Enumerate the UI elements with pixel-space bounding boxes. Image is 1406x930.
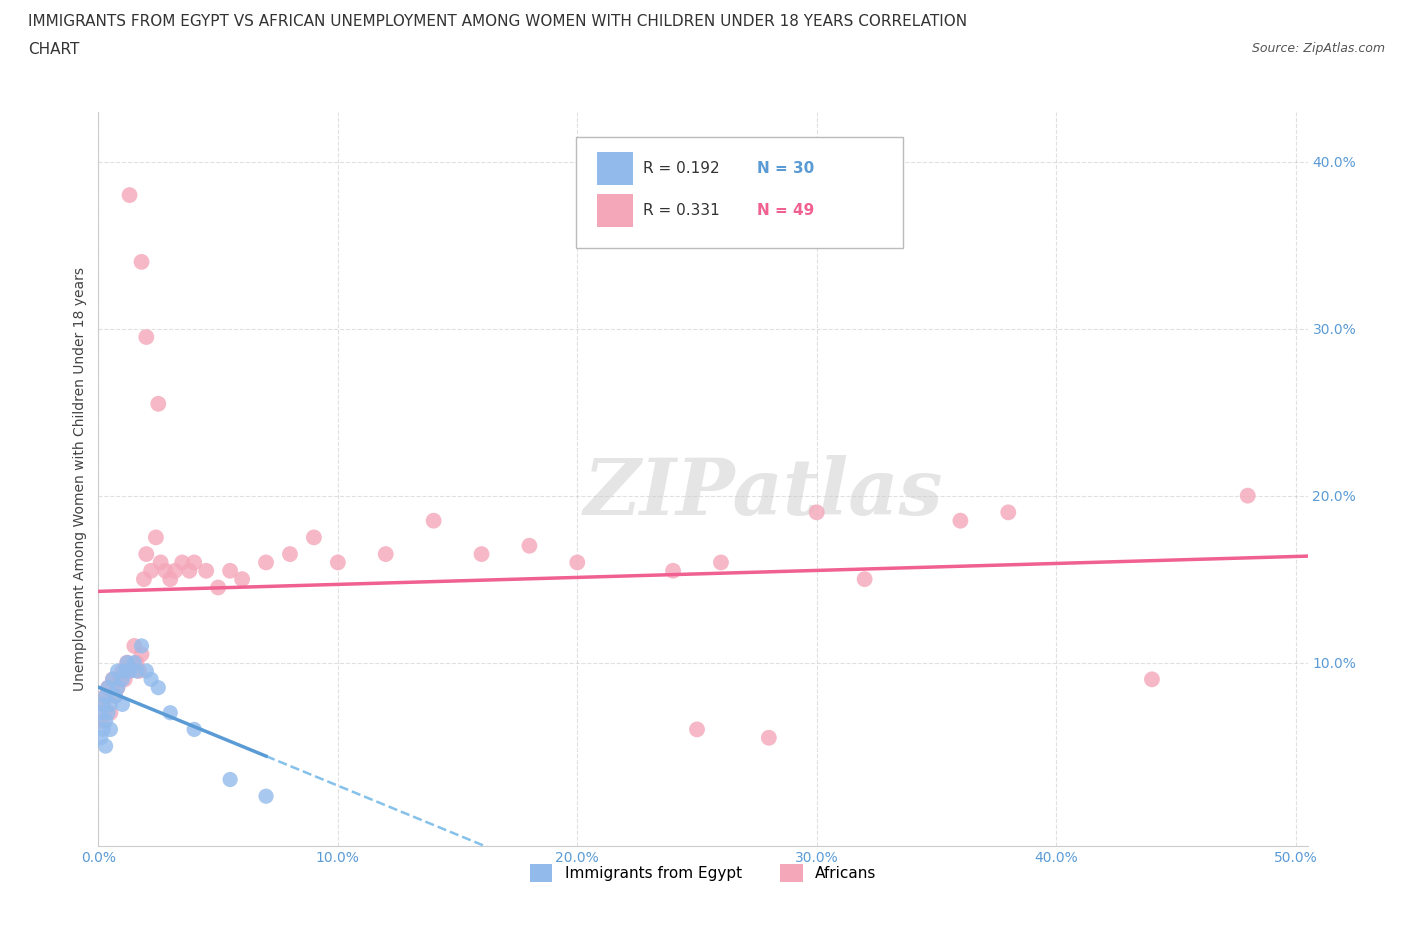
Point: [145, 530, 167, 545]
Point: [111, 671, 134, 686]
Point: [219, 772, 242, 787]
Point: [139, 564, 162, 578]
Point: [422, 513, 444, 528]
Point: [118, 663, 141, 678]
Point: [97, 680, 120, 695]
Point: [135, 547, 157, 562]
Point: [131, 647, 153, 662]
Point: [163, 564, 186, 578]
Point: [91, 697, 114, 711]
Point: [219, 564, 242, 578]
Text: R = 0.331: R = 0.331: [643, 204, 720, 219]
Point: [758, 730, 780, 745]
Point: [519, 538, 541, 553]
Point: [104, 688, 127, 703]
Point: [148, 680, 170, 695]
Point: [278, 547, 301, 562]
Point: [710, 555, 733, 570]
Point: [853, 572, 876, 587]
Point: [125, 663, 148, 678]
Point: [149, 555, 172, 570]
Point: [172, 555, 194, 570]
Point: [107, 663, 129, 678]
Point: [254, 789, 277, 804]
Point: [1140, 671, 1163, 686]
Point: [1236, 488, 1258, 503]
Text: R = 0.192: R = 0.192: [643, 162, 718, 177]
Text: CHART: CHART: [28, 42, 80, 57]
Text: IMMIGRANTS FROM EGYPT VS AFRICAN UNEMPLOYMENT AMONG WOMEN WITH CHILDREN UNDER 18: IMMIGRANTS FROM EGYPT VS AFRICAN UNEMPLO…: [28, 14, 967, 29]
Point: [101, 671, 124, 686]
Point: [155, 564, 177, 578]
Point: [302, 530, 325, 545]
Point: [111, 697, 134, 711]
FancyBboxPatch shape: [576, 138, 903, 247]
Point: [131, 639, 153, 654]
Point: [662, 564, 685, 578]
Legend: Immigrants from Egypt, Africans: Immigrants from Egypt, Africans: [522, 857, 884, 890]
Point: [183, 555, 205, 570]
Point: [183, 722, 205, 737]
Point: [567, 555, 589, 570]
Point: [806, 505, 828, 520]
Point: [686, 722, 709, 737]
Point: [90, 705, 112, 720]
Point: [101, 671, 124, 686]
Point: [135, 329, 157, 344]
Point: [91, 697, 114, 711]
Text: ZIPatlas: ZIPatlas: [583, 456, 943, 532]
Point: [104, 688, 127, 703]
Point: [135, 663, 157, 678]
Point: [326, 555, 349, 570]
Point: [124, 656, 146, 671]
Point: [125, 656, 148, 671]
Point: [159, 572, 181, 587]
Point: [139, 671, 162, 686]
Point: [97, 705, 120, 720]
Point: [115, 656, 138, 671]
Point: [94, 738, 117, 753]
Point: [108, 671, 131, 686]
Point: [132, 572, 155, 587]
Point: [207, 580, 229, 595]
Point: [115, 656, 138, 671]
Point: [118, 188, 141, 203]
Point: [949, 513, 972, 528]
Point: [114, 671, 136, 686]
Point: [107, 680, 129, 695]
Text: Source: ZipAtlas.com: Source: ZipAtlas.com: [1251, 42, 1385, 55]
Point: [128, 663, 150, 678]
Point: [124, 639, 146, 654]
Point: [231, 572, 253, 587]
Point: [111, 663, 134, 678]
Point: [90, 730, 112, 745]
Point: [254, 555, 277, 570]
Point: [90, 713, 112, 728]
Point: [100, 697, 122, 711]
Text: N = 49: N = 49: [758, 204, 814, 219]
Point: [470, 547, 492, 562]
Point: [100, 705, 122, 720]
Point: [195, 564, 218, 578]
Text: N = 30: N = 30: [758, 162, 814, 177]
Point: [159, 705, 181, 720]
Point: [179, 564, 201, 578]
Point: [97, 680, 120, 695]
Point: [100, 722, 122, 737]
FancyBboxPatch shape: [596, 194, 633, 227]
Point: [374, 547, 396, 562]
Point: [107, 680, 129, 695]
Point: [91, 722, 114, 737]
Point: [94, 688, 117, 703]
Point: [94, 713, 117, 728]
Point: [131, 255, 153, 270]
Point: [997, 505, 1019, 520]
Y-axis label: Unemployment Among Women with Children Under 18 years: Unemployment Among Women with Children U…: [73, 267, 87, 691]
Point: [94, 688, 117, 703]
Point: [148, 396, 170, 411]
Point: [114, 663, 136, 678]
Point: [118, 663, 141, 678]
FancyBboxPatch shape: [596, 153, 633, 185]
